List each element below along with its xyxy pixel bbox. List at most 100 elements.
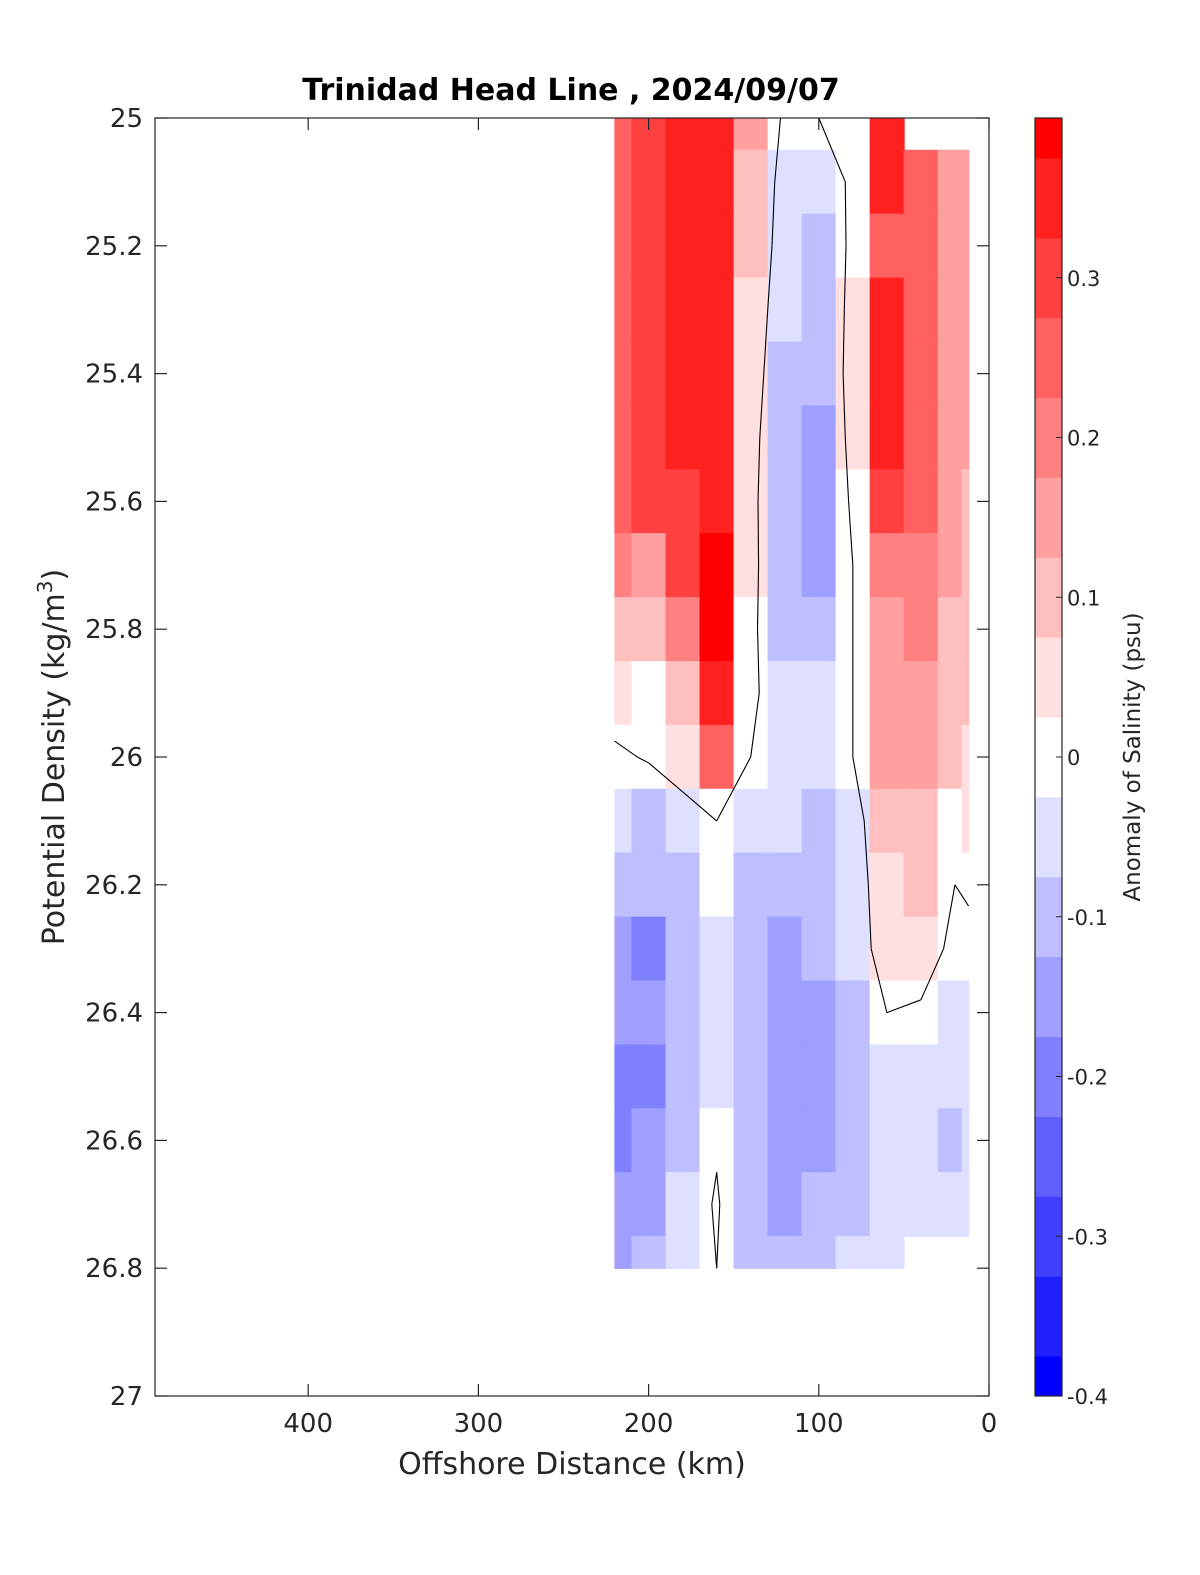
heatmap-cell (733, 341, 769, 407)
heatmap-cell (699, 277, 735, 343)
colorbar-band (1035, 796, 1062, 878)
contour-segment (863, 820, 869, 885)
heatmap-cell (665, 724, 701, 790)
x-tick-label: 100 (794, 1409, 844, 1439)
colorbar-label-group: Anomaly of Salinity (psu) (1120, 612, 1146, 901)
heatmap-cell (665, 980, 701, 1046)
heatmap-cell (733, 980, 769, 1046)
heatmap-cell (869, 277, 905, 343)
heatmap-cell (961, 788, 970, 854)
heatmap-cell (631, 1236, 667, 1269)
colorbar: -0.4 -0.3 -0.2 -0.1 0 0.1 0.2 0.3 (1034, 117, 1108, 1409)
heatmap-cell (801, 469, 837, 535)
contour-segment (757, 501, 760, 566)
heatmap-cell (614, 277, 633, 343)
heatmap-cell (835, 1044, 871, 1110)
contour-segment (716, 1172, 721, 1205)
colorbar-label: Anomaly of Salinity (psu) (1120, 612, 1146, 901)
heatmap-cell (665, 213, 701, 279)
heatmap-cell (665, 117, 701, 151)
heatmap-cell (961, 916, 970, 982)
heatmap-cell (767, 788, 803, 854)
heatmap-cell (665, 1108, 701, 1174)
heatmap-cell (835, 341, 871, 407)
heatmap-cell (631, 788, 667, 854)
heatmap-cell (631, 149, 667, 215)
y-tick-label: 25.6 (85, 487, 143, 517)
colorbar-tick-label: -0.3 (1067, 1225, 1108, 1249)
heatmap-cell (801, 597, 837, 662)
heatmap-cell (699, 405, 735, 471)
x-tick-label: 400 (283, 1409, 333, 1439)
heatmap-cell (733, 597, 769, 662)
heatmap-cell (699, 1108, 735, 1174)
heatmap-cell (699, 597, 735, 662)
heatmap-cell (903, 852, 939, 918)
heatmap-cell (614, 1044, 633, 1110)
y-tick-label: 27 (110, 1382, 143, 1412)
heatmap-cell (937, 724, 963, 790)
heatmap-cell (665, 1044, 701, 1110)
heatmap-cell (961, 405, 970, 471)
heatmap-cell (699, 533, 735, 598)
heatmap-cell (937, 852, 963, 918)
colorbar-tick-label: 0.2 (1067, 427, 1100, 451)
contour-segment (682, 791, 718, 822)
contour-segment (844, 181, 847, 246)
heatmap-cell (961, 277, 970, 343)
colorbar-tick-label: 0.1 (1067, 586, 1100, 610)
heatmap-cell (614, 149, 633, 215)
heatmap-cell (835, 916, 871, 982)
heatmap-cell (733, 1044, 769, 1110)
y-tick-label: 25.4 (85, 360, 143, 390)
heatmap-cell (835, 1236, 871, 1269)
heatmap-cell (733, 852, 769, 918)
heatmap-cell (614, 533, 633, 598)
heatmap-cell (869, 852, 905, 918)
heatmap-cell (614, 1108, 633, 1174)
heatmap-cell (903, 980, 939, 1046)
heatmap-cell (869, 1236, 905, 1269)
colorbar-band (1035, 637, 1062, 718)
heatmap-cell (903, 277, 939, 343)
heatmap-cell (631, 1044, 667, 1110)
heatmap-cell (767, 469, 803, 535)
heatmap-cell (631, 661, 667, 726)
contour-segment (852, 756, 865, 821)
heatmap-cell (961, 1108, 970, 1174)
heatmap-cell (614, 405, 633, 471)
heatmap-cell (903, 1044, 939, 1110)
heatmap-cell (869, 724, 905, 790)
contour-segment (870, 948, 888, 1013)
heatmap-cell (767, 1172, 803, 1237)
heatmap-cell (631, 469, 667, 535)
y-tick-label: 26.4 (85, 999, 143, 1029)
heatmap-cell (937, 1172, 963, 1237)
colorbar-tick-label: -0.1 (1067, 906, 1108, 930)
heatmap-cell (665, 469, 701, 535)
heatmap-cell (767, 852, 803, 918)
heatmap-cell (614, 788, 633, 854)
heatmap-cell (614, 469, 633, 535)
y-axis-label-close: ) (37, 569, 72, 581)
heatmap-cell (767, 724, 803, 790)
heatmap-cell (631, 341, 667, 407)
contour-segment (943, 884, 956, 949)
heatmap-cell (937, 341, 963, 407)
heatmap-cell (614, 852, 633, 918)
heatmap-cell (801, 852, 837, 918)
heatmap-cell (665, 916, 701, 982)
heatmap-cell (699, 980, 735, 1046)
heatmap-cell (665, 533, 701, 598)
heatmap-cell (801, 724, 837, 790)
heatmap-cell (631, 916, 667, 982)
heatmap-cell (801, 1044, 837, 1110)
heatmap-cell (869, 1108, 905, 1174)
contour-segment (954, 884, 970, 907)
heatmap-cell (801, 1108, 837, 1174)
contour-segment (848, 501, 854, 566)
heatmap-cell (801, 980, 837, 1046)
heatmap-cell (835, 117, 871, 151)
heatmap-cell (733, 213, 769, 279)
y-axis-label-group: Potential Density (kg/m3) (33, 569, 72, 945)
